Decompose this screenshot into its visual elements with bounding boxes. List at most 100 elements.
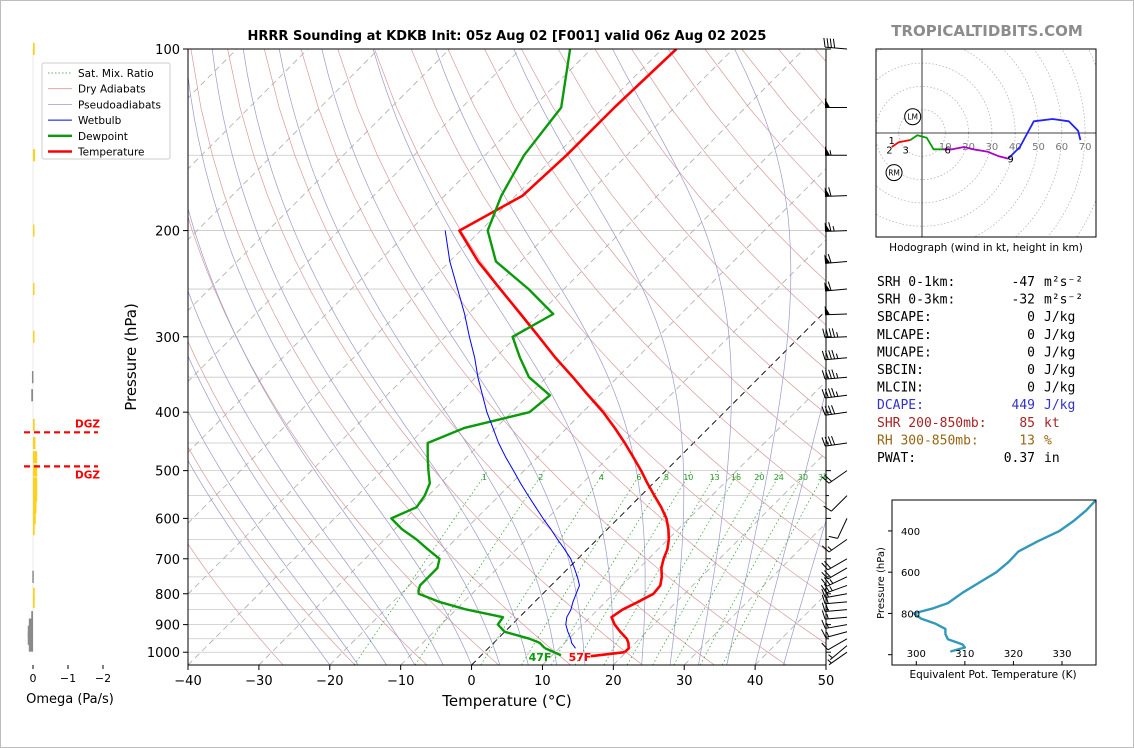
hodograph-height-label: 2 <box>886 145 892 156</box>
skewt-series <box>390 49 678 658</box>
barb-feather <box>821 545 830 553</box>
mixing-ratio-labels: 1246810131620243036 <box>482 473 828 482</box>
barb-staff <box>828 651 848 666</box>
dry-adiabat-line <box>374 49 826 597</box>
barb-feather <box>821 571 829 580</box>
barb-staff <box>825 357 848 361</box>
isotherm-line <box>258 97 826 665</box>
barb-feather <box>824 405 829 415</box>
barb-staff <box>827 558 848 571</box>
barb-half-feather <box>826 613 829 620</box>
mixing-ratio-line <box>626 470 740 665</box>
omega-bar <box>33 587 35 600</box>
barb-feather <box>821 562 829 571</box>
barb-pennant <box>824 305 830 315</box>
omega-bar <box>33 522 35 536</box>
barb-staff <box>825 260 848 264</box>
x-tick-label: −40 <box>174 674 201 689</box>
isotherm-line <box>188 49 521 383</box>
theta-e-panel: 300 310 320 330 400 600 800 Equivalent Pot. Te… <box>876 499 1097 681</box>
mixing-ratio-line <box>354 470 489 665</box>
wind-barb <box>820 583 848 594</box>
hodograph-height-label: 9 <box>1007 155 1013 166</box>
mixing-ratio-line <box>673 470 783 665</box>
mixing-ratio-label: 6 <box>636 473 641 482</box>
omega-bar <box>33 489 38 502</box>
barb-pennant <box>825 146 830 156</box>
omega-bar <box>31 389 33 402</box>
wind-barb <box>821 629 848 638</box>
mixing-ratio-line <box>550 470 670 665</box>
omega-bar <box>33 436 36 450</box>
omega-bar <box>33 330 35 343</box>
hodograph-segment <box>1007 118 1082 160</box>
index-value: 0 <box>1027 363 1035 378</box>
omega-bar <box>33 477 38 490</box>
mixing-ratio-label: 30 <box>798 473 808 482</box>
wind-barb <box>825 98 847 108</box>
index-unit: J/kg <box>1044 398 1075 413</box>
wind-barb <box>821 405 848 416</box>
index-label: SBCIN: <box>877 363 924 378</box>
barb-half-feather <box>829 586 833 592</box>
hodograph-ring-label: 60 <box>1055 142 1068 153</box>
barb-staff <box>825 601 848 605</box>
omega-bar <box>33 42 35 56</box>
y-tick-label: 800 <box>155 588 180 603</box>
storm-motion-marker <box>904 108 922 126</box>
mixing-ratio-line <box>480 470 606 665</box>
barb-staff <box>826 576 848 587</box>
wind-barb <box>824 222 848 232</box>
barb-half-feather <box>835 353 839 359</box>
y-tick-label: 900 <box>155 619 180 634</box>
omega-bar <box>32 570 34 583</box>
barb-staff <box>825 288 848 292</box>
index-unit: kt <box>1044 416 1060 431</box>
omega-bar <box>33 282 35 296</box>
barb-feather <box>821 578 828 587</box>
barb-feather <box>821 437 826 447</box>
wind-barb <box>821 538 848 553</box>
theta-e-y-tick-label: 800 <box>901 609 920 620</box>
barb-half-feather <box>829 579 834 584</box>
hodograph-height-label: 6 <box>944 145 950 156</box>
pseudoadiabat-line <box>278 49 557 665</box>
dry-adiabat-line <box>190 49 571 665</box>
legend-entry: Pseudoadiabats <box>78 99 161 111</box>
barb-staff <box>825 376 848 380</box>
barb-feather <box>821 389 826 399</box>
barb-feather <box>827 253 832 263</box>
index-unit: J/kg <box>1044 328 1075 343</box>
barb-feather <box>831 328 836 338</box>
barb-feather <box>828 535 838 539</box>
hodograph-trace: 12 3 6 9 LM RM <box>885 108 1082 182</box>
barb-feather <box>827 388 832 398</box>
dry-adiabat-line <box>188 446 356 665</box>
sounding-indices: SRH 0-1km: -47 m²s⁻² SRH 0-3km: -32 m²s⁻² SBCA… <box>877 275 1083 466</box>
omega-tick-label: −1 <box>60 672 76 685</box>
barb-feather <box>826 38 829 48</box>
dry-adiabat-line <box>263 49 715 665</box>
dgz-label: DGZ <box>75 469 100 481</box>
omega-bar <box>31 371 34 384</box>
pseudoadiabat-line <box>188 459 331 665</box>
barb-feather <box>824 570 832 578</box>
storm-motion-label: RM <box>888 169 900 178</box>
barb-feather <box>821 406 826 416</box>
barb-staff <box>829 645 848 661</box>
x-tick-label: 30 <box>676 674 693 689</box>
barb-staff <box>837 518 848 539</box>
chart-title: HRRR Sounding at KDKB Init: 05z Aug 02 [… <box>248 29 767 44</box>
theta-e-line <box>912 500 1096 653</box>
dry-adiabat-line <box>188 340 428 665</box>
legend-entry: Wetbulb <box>78 115 122 127</box>
mixing-ratio-label: 2 <box>538 473 543 482</box>
x-tick-label: 10 <box>534 674 551 689</box>
barb-staff <box>827 638 848 651</box>
hodograph-ring-label: 40 <box>1009 142 1022 153</box>
barb-half-feather <box>827 659 832 664</box>
dry-adiabat-line <box>227 49 643 665</box>
barb-staff <box>824 336 848 339</box>
barb-feather <box>825 369 829 379</box>
legend-entry: Dry Adiabats <box>78 84 146 96</box>
